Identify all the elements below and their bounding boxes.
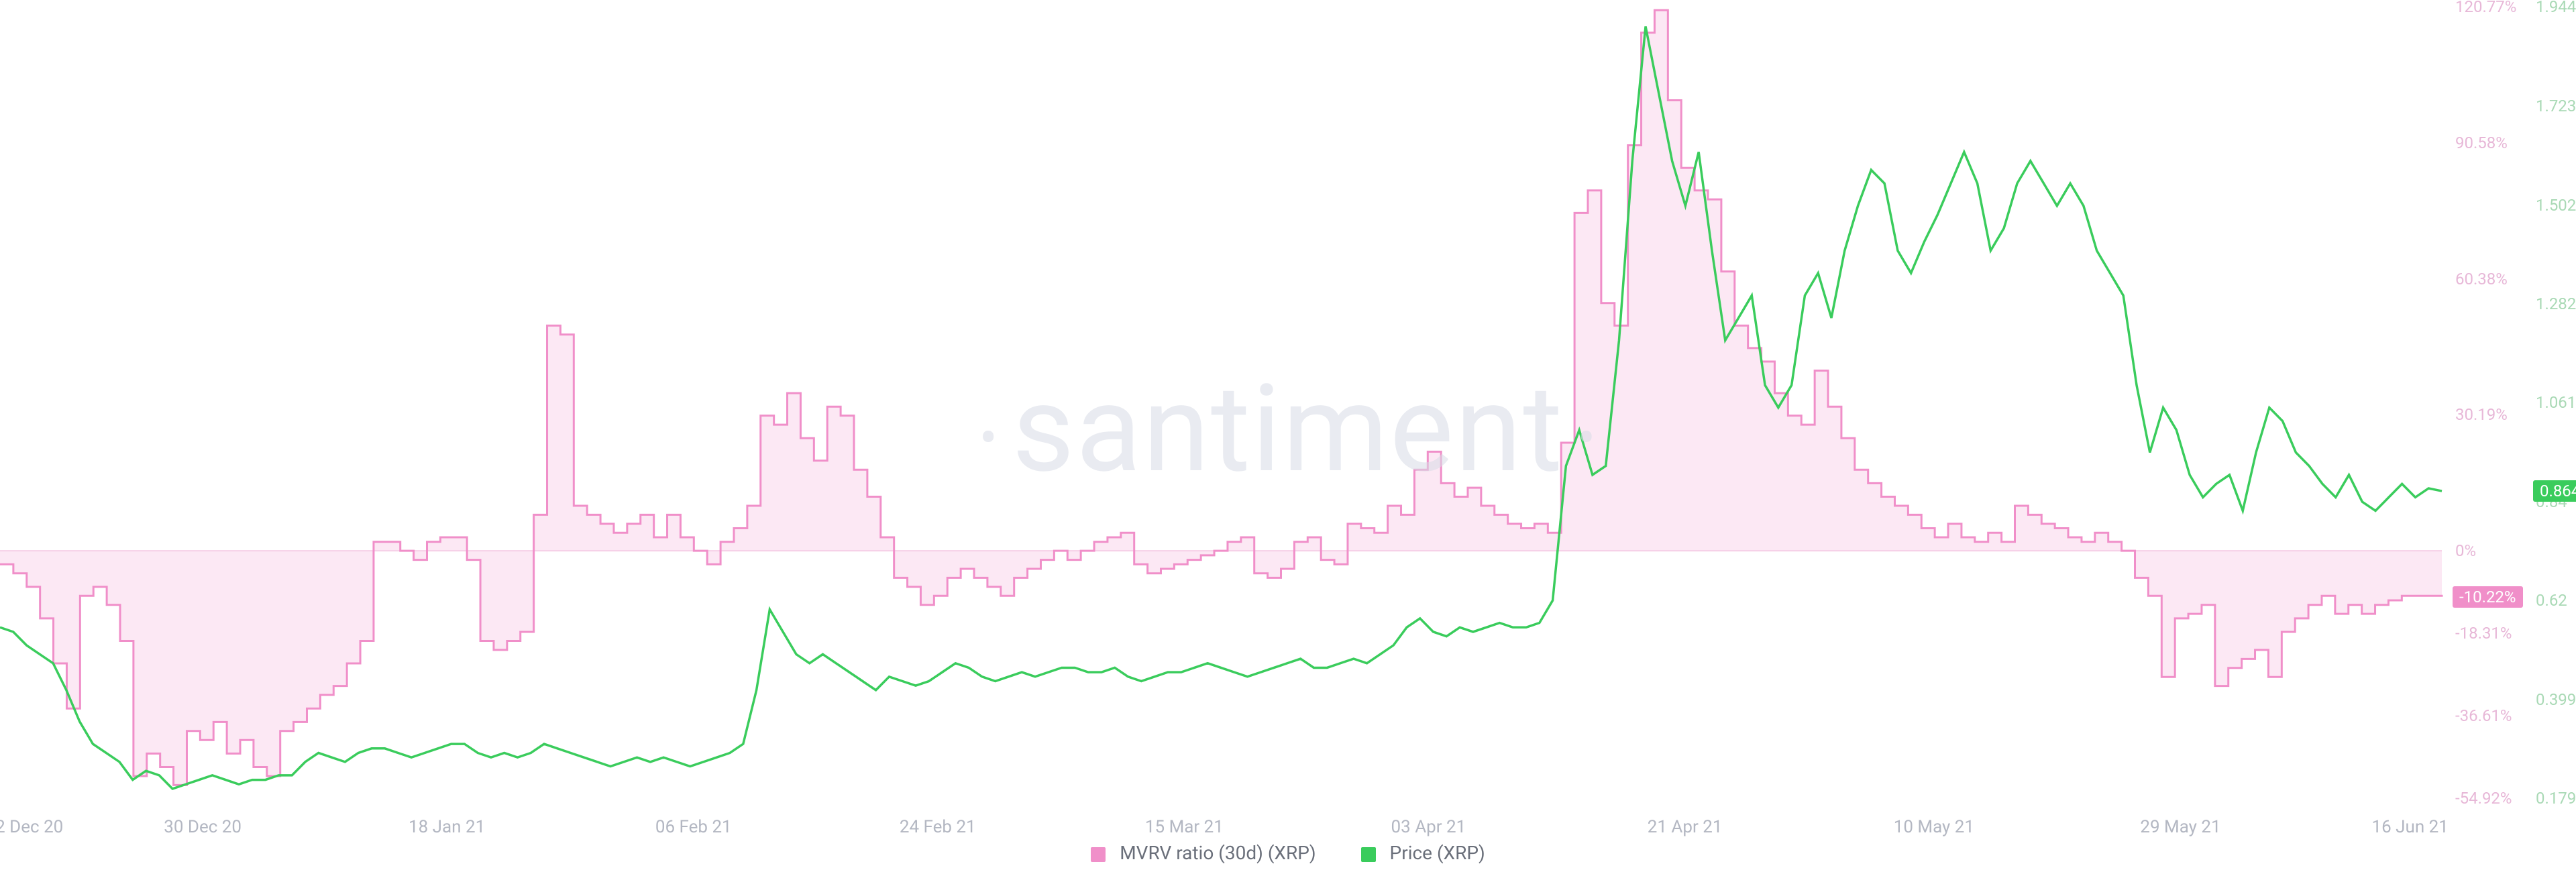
legend: MVRV ratio (30d) (XRP) Price (XRP) <box>0 842 2576 864</box>
y-tick-price: 1.282 <box>2536 294 2576 313</box>
y-tick-mvrv: 0% <box>2455 541 2476 560</box>
chart-container: •santiment• 12 Dec 2030 Dec 2018 Jan 210… <box>0 0 2576 872</box>
x-tick-label: 16 Jun 21 <box>2371 817 2448 837</box>
x-tick-label: 06 Feb 21 <box>655 817 732 837</box>
x-tick-label: 29 May 21 <box>2140 817 2220 837</box>
y-tick-price: 0.62 <box>2536 591 2567 610</box>
x-tick-label: 18 Jan 21 <box>409 817 485 837</box>
x-tick-label: 12 Dec 20 <box>0 817 63 837</box>
price-line <box>0 26 2442 789</box>
legend-label-mvrv: MVRV ratio (30d) (XRP) <box>1120 842 1316 864</box>
legend-swatch-mvrv <box>1091 847 1106 862</box>
y-tick-price: 0.179 <box>2536 789 2576 808</box>
mvrv-current-badge: -10.22% <box>2453 586 2523 608</box>
x-tick-label: 10 May 21 <box>1894 817 1974 837</box>
x-tick-label: 15 Mar 21 <box>1145 817 1224 837</box>
y-tick-price: 1.944 <box>2536 0 2576 16</box>
y-tick-price: 0.399 <box>2536 690 2576 709</box>
legend-swatch-price <box>1361 847 1376 862</box>
y-tick-mvrv: 30.19% <box>2455 405 2508 424</box>
x-tick-label: 24 Feb 21 <box>900 817 976 837</box>
legend-item-mvrv[interactable]: MVRV ratio (30d) (XRP) <box>1091 842 1316 864</box>
x-tick-label: 30 Dec 20 <box>164 817 241 837</box>
y-tick-mvrv: -36.61% <box>2455 706 2512 725</box>
legend-item-price[interactable]: Price (XRP) <box>1361 842 1485 864</box>
x-tick-label: 21 Apr 21 <box>1648 817 1723 837</box>
price-current-badge: 0.864 <box>2533 480 2576 502</box>
x-tick-label: 03 Apr 21 <box>1391 817 1466 837</box>
y-tick-price: 1.723 <box>2536 97 2576 115</box>
y-tick-mvrv: 120.77% <box>2455 0 2516 16</box>
y-tick-mvrv: -54.92% <box>2455 789 2512 808</box>
legend-label-price: Price (XRP) <box>1390 842 1485 864</box>
y-tick-price: 1.502 <box>2536 196 2576 215</box>
y-tick-mvrv: 60.38% <box>2455 270 2508 288</box>
chart-svg <box>0 0 2576 872</box>
y-tick-price: 1.061 <box>2536 393 2576 412</box>
y-tick-mvrv: -18.31% <box>2455 624 2512 643</box>
y-tick-mvrv: 90.58% <box>2455 133 2508 152</box>
